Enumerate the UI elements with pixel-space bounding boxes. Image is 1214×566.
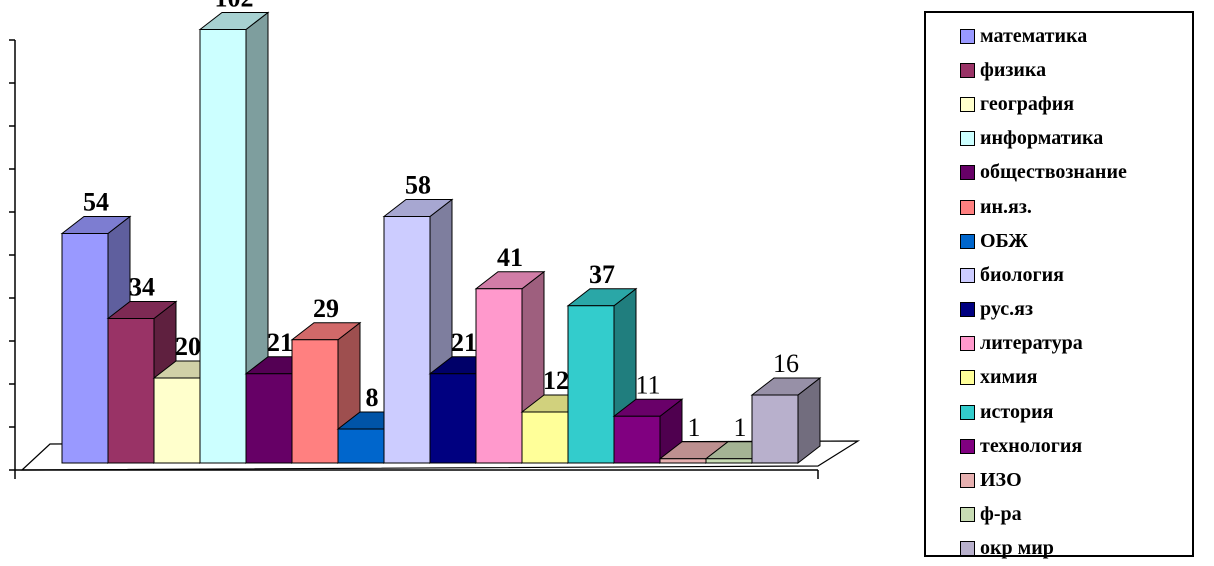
legend-swatch bbox=[960, 131, 975, 147]
bar-front bbox=[291, 339, 339, 464]
bar-12 bbox=[566, 287, 638, 465]
legend-item: ИЗО bbox=[960, 463, 1192, 497]
legend-label: ф-ра bbox=[980, 503, 1022, 526]
legend-label: информатика bbox=[980, 127, 1104, 150]
bar-front bbox=[61, 233, 109, 464]
bar-front bbox=[521, 411, 569, 464]
legend-label: окр мир bbox=[980, 537, 1054, 560]
legend-swatch bbox=[960, 96, 975, 112]
data-label-9: 21 bbox=[451, 328, 477, 357]
legend-swatch bbox=[960, 233, 975, 249]
legend-label: химия bbox=[980, 366, 1038, 389]
data-label-16: 16 bbox=[773, 349, 799, 378]
bar-4 bbox=[198, 11, 270, 465]
bar-layer bbox=[60, 11, 822, 465]
bar-front bbox=[337, 428, 385, 464]
data-label-5: 21 bbox=[267, 328, 293, 357]
bar-front bbox=[659, 458, 707, 464]
data-label-3: 20 bbox=[175, 332, 201, 361]
legend-swatch bbox=[960, 62, 975, 78]
legend-label: рус.яз bbox=[980, 298, 1033, 321]
bar-front bbox=[705, 458, 753, 464]
bar-13 bbox=[612, 398, 684, 465]
legend-item: технология bbox=[960, 429, 1192, 463]
data-label-10: 41 bbox=[497, 243, 523, 272]
data-label-6: 29 bbox=[313, 294, 339, 323]
legend-swatch bbox=[960, 438, 975, 454]
data-label-12: 37 bbox=[589, 260, 615, 289]
legend-item: литература bbox=[960, 327, 1192, 361]
legend-swatch bbox=[960, 404, 975, 420]
legend-item: математика bbox=[960, 19, 1192, 53]
legend-swatch bbox=[960, 199, 975, 215]
legend-swatch bbox=[960, 507, 975, 523]
data-label-1: 54 bbox=[83, 188, 109, 217]
data-label-15: 1 bbox=[734, 413, 747, 442]
data-label-11: 12 bbox=[543, 366, 569, 395]
legend-item: ОБЖ bbox=[960, 224, 1192, 258]
legend-item: химия bbox=[960, 361, 1192, 395]
legend-swatch bbox=[960, 336, 975, 352]
bar-front bbox=[751, 394, 799, 464]
legend-swatch bbox=[960, 28, 975, 44]
bar-front bbox=[199, 29, 247, 464]
legend-item: биология bbox=[960, 258, 1192, 292]
data-label-7: 8 bbox=[366, 383, 379, 412]
bar-front bbox=[613, 415, 661, 464]
legend-item: информатика bbox=[960, 122, 1192, 156]
legend-label: ИЗО bbox=[980, 469, 1022, 492]
legend-swatch bbox=[960, 267, 975, 283]
legend-swatch bbox=[960, 370, 975, 386]
legend-swatch bbox=[960, 473, 975, 489]
legend-label: история bbox=[980, 400, 1054, 423]
legend-label: география bbox=[980, 92, 1075, 115]
data-label-14: 1 bbox=[688, 413, 701, 442]
bar-front bbox=[107, 318, 155, 464]
legend-item: физика bbox=[960, 53, 1192, 87]
bar-chart: 543420102212985821411237111116 bbox=[9, 0, 861, 479]
bar-front bbox=[153, 377, 201, 464]
legend-item: ин.яз. bbox=[960, 190, 1192, 224]
legend-label: биология bbox=[980, 263, 1064, 286]
bar-16 bbox=[750, 376, 822, 465]
legend-label: технология bbox=[980, 434, 1083, 457]
legend-item: рус.яз bbox=[960, 293, 1192, 327]
legend-item: ф-ра bbox=[960, 498, 1192, 532]
bar-front bbox=[245, 373, 293, 464]
bar-front bbox=[429, 373, 477, 464]
data-label-8: 58 bbox=[405, 171, 431, 200]
bar-front bbox=[383, 216, 431, 464]
legend-label: ОБЖ bbox=[980, 229, 1029, 252]
legend-item: обществознание bbox=[960, 156, 1192, 190]
legend-label: обществознание bbox=[980, 161, 1127, 184]
data-label-2: 34 bbox=[129, 273, 155, 302]
bar-front bbox=[475, 288, 523, 464]
legend-label: математика bbox=[980, 24, 1088, 47]
label-layer: 543420102212985821411237111116 bbox=[83, 0, 799, 442]
legend-swatch bbox=[960, 165, 975, 181]
data-label-4: 102 bbox=[215, 0, 254, 13]
legend-swatch bbox=[960, 302, 975, 318]
data-label-13: 11 bbox=[635, 370, 660, 399]
bar-front bbox=[567, 305, 615, 464]
legend-swatch bbox=[960, 541, 975, 557]
legend-label: ин.яз. bbox=[980, 195, 1032, 218]
legend: математика физика география информатика обще… bbox=[924, 11, 1194, 559]
legend-label: физика bbox=[980, 58, 1047, 81]
legend-item: история bbox=[960, 395, 1192, 429]
legend-label: литература bbox=[980, 332, 1083, 355]
bar-6 bbox=[290, 321, 362, 465]
legend-item: окр мир bbox=[960, 532, 1192, 566]
legend-item: география bbox=[960, 87, 1192, 121]
bar-1 bbox=[60, 215, 132, 465]
